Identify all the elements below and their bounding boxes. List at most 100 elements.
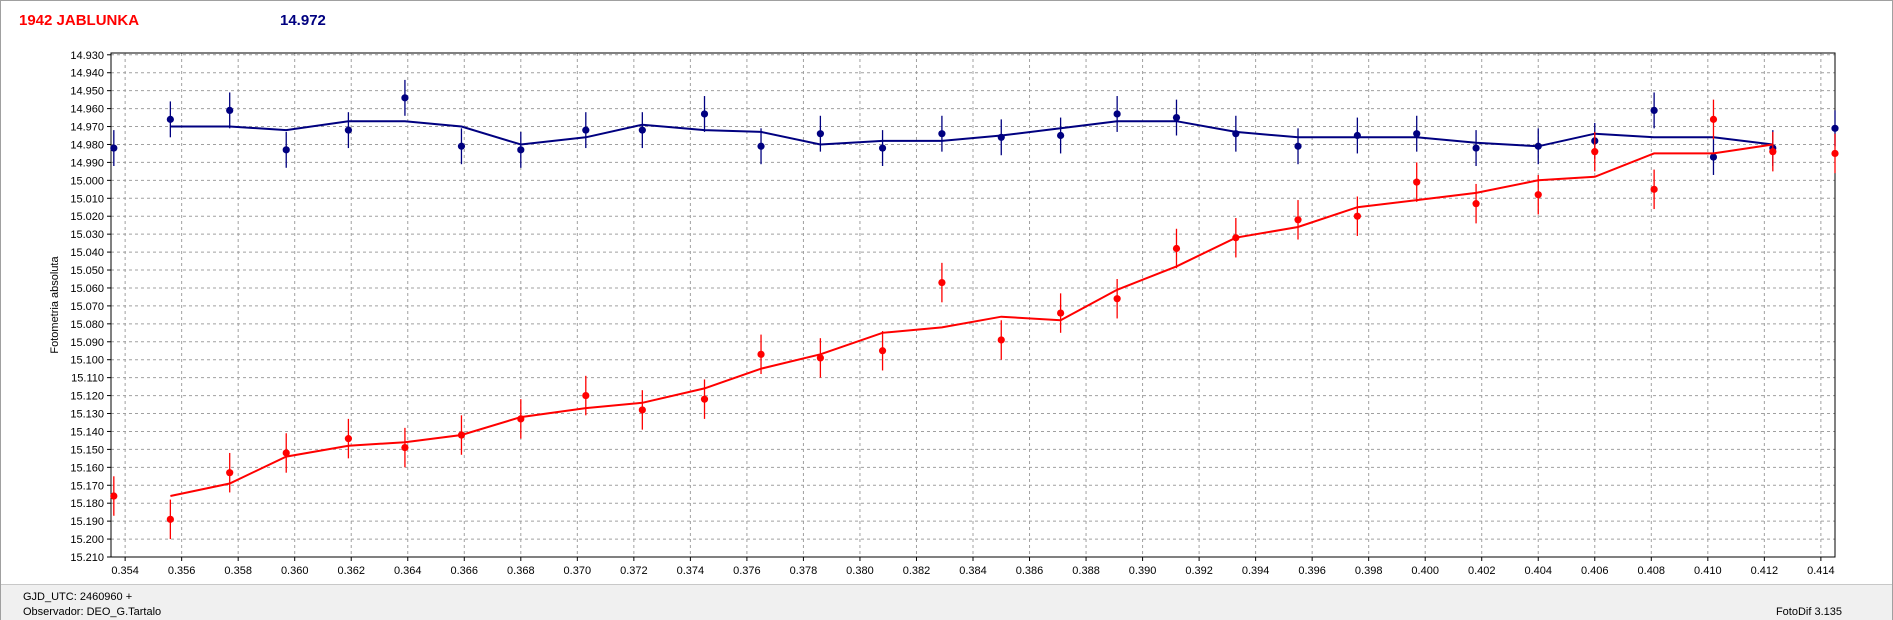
data-point (226, 469, 234, 477)
y-tick-label: 15.110 (71, 373, 104, 385)
data-point (1113, 110, 1121, 118)
x-tick-label: 0.374 (677, 565, 705, 577)
data-point (1709, 153, 1718, 161)
x-tick-label: 0.376 (733, 565, 761, 577)
x-tick-label: 0.392 (1185, 565, 1213, 577)
x-tick-label: 0.414 (1807, 565, 1835, 577)
x-tick-label: 0.410 (1694, 565, 1722, 577)
series (110, 79, 1839, 540)
data-point (166, 115, 174, 123)
data-point (700, 395, 709, 403)
x-tick-label: 0.412 (1751, 565, 1779, 577)
gjd-label: GJD_UTC: 2460960 + (23, 591, 133, 603)
x-tick-label: 0.358 (224, 565, 252, 577)
y-tick-label: 15.030 (70, 229, 104, 241)
y-tick-label: 15.000 (70, 175, 104, 187)
data-point (638, 126, 646, 134)
x-tick-label: 0.406 (1581, 565, 1609, 577)
data-point (1472, 200, 1480, 208)
data-point (1591, 148, 1599, 156)
x-tick-label: 0.356 (168, 565, 196, 577)
x-tick-label: 0.394 (1242, 565, 1270, 577)
y-tick-label: 15.050 (70, 265, 104, 277)
data-point (1353, 131, 1361, 140)
data-point (457, 431, 466, 439)
x-tick-label: 0.388 (1072, 565, 1100, 577)
y-tick-label: 14.940 (70, 68, 104, 80)
y-tick-label: 15.160 (70, 462, 104, 474)
data-point (1413, 130, 1421, 138)
y-tick-label: 15.170 (70, 480, 104, 492)
series-group-1 (110, 99, 1839, 540)
data-point (1534, 142, 1542, 150)
x-tick-label: 0.362 (337, 565, 365, 577)
data-point (1769, 148, 1777, 156)
x-tick-label: 0.408 (1638, 565, 1666, 577)
series-line (170, 120, 1773, 148)
x-tick-label: 0.372 (620, 565, 648, 577)
y-tick-label: 15.200 (70, 534, 104, 546)
magnitude-value: 14.972 (280, 12, 326, 29)
data-point (1113, 295, 1121, 303)
y-tick-label: 15.190 (70, 516, 104, 528)
data-point (638, 406, 646, 414)
series-group-0 (110, 79, 1839, 175)
x-tick-label: 0.382 (903, 565, 931, 577)
x-tick-label: 0.402 (1468, 565, 1496, 577)
data-point (457, 142, 466, 150)
data-point (1831, 124, 1839, 132)
y-tick-label: 15.130 (70, 409, 104, 421)
x-tick-label: 0.366 (451, 565, 479, 577)
x-axis-ticks: 0.354 0.356 0.358 0.360 0.362 0.364 0.366 0.368… (111, 557, 1835, 577)
y-tick-label: 15.040 (70, 247, 104, 259)
y-tick-label: 15.080 (70, 319, 104, 331)
data-point (997, 133, 1005, 141)
data-point (1057, 309, 1065, 317)
data-point (997, 336, 1005, 344)
data-point (282, 146, 290, 154)
data-point (1057, 131, 1065, 140)
y-tick-label: 14.930 (70, 50, 104, 62)
data-point (878, 347, 887, 355)
y-tick-label: 15.120 (70, 391, 104, 403)
x-tick-label: 0.384 (959, 565, 987, 577)
data-point (1650, 106, 1658, 114)
y-tick-label: 15.090 (70, 337, 104, 349)
y-tick-label: 14.990 (70, 157, 104, 169)
data-point (757, 350, 765, 358)
y-tick-label: 14.980 (70, 139, 104, 151)
y-tick-label: 15.010 (70, 193, 104, 205)
x-tick-label: 0.404 (1524, 565, 1552, 577)
data-point (1831, 149, 1839, 158)
y-tick-label: 15.100 (70, 355, 104, 367)
x-tick-label: 0.396 (1298, 565, 1326, 577)
y-tick-label: 15.060 (70, 283, 104, 295)
data-point (700, 110, 709, 118)
data-point (878, 144, 887, 152)
data-point (1709, 115, 1718, 123)
data-point (344, 126, 353, 134)
x-tick-label: 0.400 (1411, 565, 1439, 577)
y-tick-label: 15.020 (70, 211, 104, 223)
data-point (1472, 144, 1480, 152)
x-tick-label: 0.368 (507, 565, 535, 577)
data-point (110, 144, 118, 152)
series-line (170, 143, 1773, 497)
data-point (1650, 185, 1658, 193)
y-tick-label: 15.180 (70, 498, 104, 510)
y-tick-label: 14.960 (70, 104, 104, 116)
data-point (1413, 178, 1421, 186)
data-point (110, 492, 118, 500)
data-point (226, 106, 234, 114)
x-tick-label: 0.386 (1016, 565, 1044, 577)
software-version: FotoDif 3.135 (1775, 606, 1842, 618)
data-point (401, 94, 409, 102)
data-point (1353, 212, 1361, 220)
y-tick-label: 15.210 (70, 552, 104, 564)
data-point (401, 443, 409, 452)
x-tick-label: 0.380 (846, 565, 874, 577)
x-tick-label: 0.398 (1355, 565, 1383, 577)
data-point (344, 435, 353, 443)
data-point (938, 278, 946, 287)
